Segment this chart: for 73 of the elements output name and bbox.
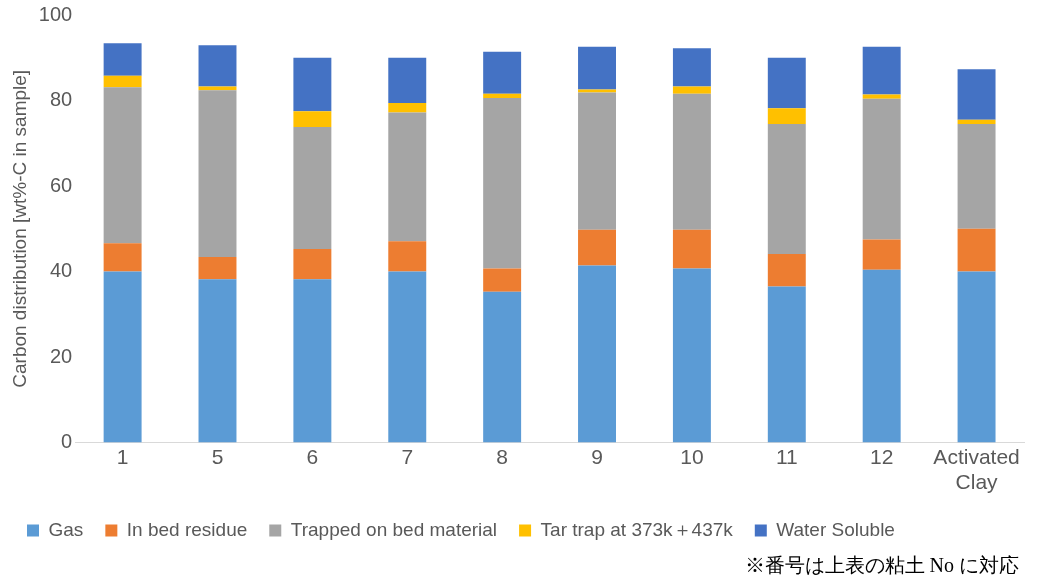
bar xyxy=(483,51,522,94)
bar xyxy=(767,124,806,255)
bar xyxy=(103,243,142,272)
bar xyxy=(672,86,711,94)
bar xyxy=(578,46,616,90)
x-tick-label: 5 xyxy=(211,445,224,468)
bar xyxy=(672,93,711,230)
text: ※番号は上表の粘土 No に対応 xyxy=(744,553,1019,578)
bar xyxy=(198,257,237,280)
bar xyxy=(672,229,711,269)
bar xyxy=(578,265,616,443)
bar xyxy=(293,248,332,280)
y-tick-label: 20 xyxy=(49,344,73,367)
x-tick-label: Activated Clay xyxy=(933,445,1020,494)
bar xyxy=(198,279,237,443)
x-tick-label: 7 xyxy=(401,445,414,468)
bar xyxy=(578,89,616,93)
bar xyxy=(862,269,901,443)
y-tick-label: 100 xyxy=(38,2,73,25)
bar xyxy=(388,112,427,242)
legend-label: Trapped on bed material xyxy=(290,518,498,540)
bar xyxy=(483,97,522,269)
bar xyxy=(293,127,332,249)
bar xyxy=(293,57,332,112)
x-tick-label: 11 xyxy=(775,445,798,468)
bar xyxy=(103,75,142,88)
y-tick-label: 40 xyxy=(49,259,73,282)
y-tick-label: 80 xyxy=(49,88,73,111)
bar xyxy=(767,286,806,443)
y-tick-label: 0 xyxy=(61,430,73,453)
y-tick-label: 60 xyxy=(49,173,73,196)
bar xyxy=(103,271,142,443)
bar xyxy=(198,86,237,91)
legend-label: Water Soluble xyxy=(776,518,895,540)
bar xyxy=(957,119,996,125)
bar xyxy=(198,45,237,87)
bar xyxy=(578,229,616,266)
bar xyxy=(483,268,522,292)
x-tick-label: 6 xyxy=(306,445,319,468)
bar xyxy=(767,108,806,125)
bar xyxy=(103,43,142,76)
x-tick-label: 12 xyxy=(870,445,894,468)
bar xyxy=(862,98,901,240)
bar xyxy=(767,254,806,287)
bar xyxy=(198,90,237,258)
bar xyxy=(767,57,806,109)
bar xyxy=(388,271,427,443)
bar xyxy=(293,279,332,443)
bar xyxy=(862,94,901,99)
legend-label: Tar trap at 373k＋437k xyxy=(540,518,734,540)
bar xyxy=(862,46,901,95)
bar xyxy=(957,228,996,272)
x-tick-label: 10 xyxy=(680,445,704,468)
bar xyxy=(862,239,901,270)
bar xyxy=(672,48,711,87)
bar xyxy=(388,241,427,272)
bar xyxy=(483,93,522,98)
bar xyxy=(957,69,996,120)
bar xyxy=(103,87,142,244)
bar xyxy=(388,103,427,113)
x-tick-label: 9 xyxy=(591,445,603,468)
bar xyxy=(672,268,711,443)
y-axis-title: Carbon distribution [wt%-C in sample] xyxy=(8,69,30,388)
bar xyxy=(388,57,427,104)
bar xyxy=(957,271,996,443)
x-tick-label: 1 xyxy=(116,445,129,468)
bar xyxy=(293,111,332,128)
bar xyxy=(578,92,616,230)
legend-label: Gas xyxy=(48,518,84,540)
bar xyxy=(483,291,522,443)
x-tick-label: 8 xyxy=(496,445,508,468)
bar xyxy=(957,124,996,229)
legend-label: In bed residue xyxy=(126,518,248,540)
